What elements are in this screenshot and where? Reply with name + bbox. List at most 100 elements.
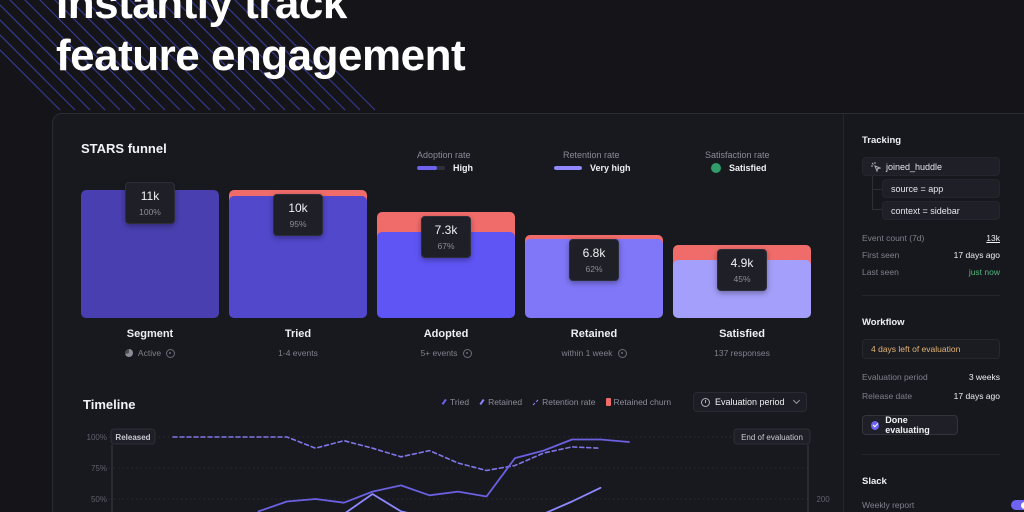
- stage-subtitle: within 1 week: [525, 348, 663, 358]
- dashed-line-icon: [532, 399, 539, 405]
- stage-count: 4.9k: [730, 256, 754, 271]
- stage-name: Retained: [570, 328, 618, 340]
- event-name: joined_huddle: [886, 161, 943, 172]
- pie-icon: [124, 349, 133, 357]
- y-tick-label: 100%: [87, 433, 107, 442]
- tree-connector: [872, 176, 882, 210]
- hero-line-1: Instantly track: [56, 0, 347, 28]
- stage-subtitle-text: 1-4 events: [278, 348, 318, 358]
- metric-value: High: [453, 163, 473, 173]
- metric-label: Adoption rate: [417, 150, 471, 160]
- end-of-evaluation-marker: [733, 428, 811, 445]
- stage-subtitle: 137 responses: [673, 348, 811, 358]
- done-evaluating-button[interactable]: Done evaluating: [862, 415, 958, 435]
- legend-item-retention-rate[interactable]: Retention rate: [532, 397, 596, 407]
- stat-first-seen: First seen 17 days ago: [862, 250, 1000, 260]
- event-property[interactable]: source = app: [882, 179, 1000, 198]
- released-marker: [110, 428, 156, 445]
- legend-item-retained-churn[interactable]: Retained churn: [605, 397, 671, 407]
- funnel-count-tooltip: 10k 95%: [273, 194, 323, 236]
- y-tick-label: 75%: [91, 464, 107, 473]
- event-property[interactable]: context = sidebar: [882, 201, 1000, 220]
- right-axis-tick-label: 200: [816, 495, 830, 504]
- funnel-count-tooltip: 4.9k 45%: [717, 249, 767, 292]
- funnel-count-tooltip: 11k 100%: [125, 182, 175, 224]
- hero-headline: Instantly track feature engagement: [56, 0, 466, 82]
- stat-release-date: Release date 17 days ago: [862, 391, 1000, 401]
- stage-count: 10k: [288, 201, 308, 215]
- funnel-stage-adopted[interactable]: 7.3k 67% Adopted 5+ events: [377, 114, 515, 374]
- smile-icon: [711, 163, 721, 173]
- decorative-stripes: [0, 0, 376, 111]
- stage-percent: 62%: [585, 263, 603, 274]
- stage-subtitle-text: 5+ events: [420, 348, 458, 358]
- stage-subtitle-text: within 1 week: [561, 348, 613, 358]
- check-circle-icon: [871, 420, 880, 430]
- stage-subtitle: 1-4 events: [229, 348, 367, 358]
- square-icon: [605, 398, 611, 406]
- event-count-link[interactable]: 13k: [986, 233, 1000, 243]
- tracking-title: Tracking: [862, 135, 902, 146]
- stage-name: Adopted: [423, 328, 469, 340]
- stat-evaluation-period: Evaluation period 3 weeks: [862, 372, 1000, 382]
- weekly-report-toggle[interactable]: [1011, 500, 1024, 510]
- funnel-stage-satisfied[interactable]: 4.9k 45% Satisfied 137 responses: [673, 114, 811, 374]
- metric-value: Very high: [590, 163, 631, 173]
- funnel-stage-tried[interactable]: 10k 95% Tried 1-4 events: [229, 114, 367, 374]
- end-of-evaluation-label: End of evaluation: [741, 433, 803, 442]
- stat-event-count: Event count (7d) 13k: [862, 233, 1000, 243]
- metric-label: Satisfaction rate: [705, 150, 770, 160]
- funnel-stage-segment[interactable]: 11k 100% Segment Active: [81, 114, 219, 374]
- period-select-label: Evaluation period: [715, 397, 785, 407]
- series-line-retention-rate: [172, 436, 602, 472]
- series-line-tried: [257, 438, 630, 512]
- stage-subtitle-text: 137 responses: [714, 348, 770, 358]
- adoption-rate-bar: [417, 166, 445, 170]
- metric-label: Retention rate: [563, 150, 620, 160]
- tracked-event[interactable]: joined_huddle: [862, 157, 1000, 176]
- stage-percent: 45%: [733, 274, 751, 285]
- stage-subtitle: 5+ events: [377, 348, 515, 358]
- funnel-count-tooltip: 7.3k 67%: [421, 215, 471, 258]
- legend-item-tried[interactable]: Tried: [441, 397, 469, 407]
- stage-percent: 100%: [139, 207, 161, 217]
- stage-percent: 95%: [289, 219, 307, 229]
- timeline-legend: Tried Retained Retention rate Retained c…: [441, 397, 671, 407]
- timeline-title: Timeline: [83, 397, 136, 412]
- sidebar: Tracking joined_huddle source = app cont…: [843, 114, 1024, 512]
- legend-item-retained[interactable]: Retained: [479, 397, 522, 407]
- funnel-stage-retained[interactable]: 6.8k 62% Retained within 1 week: [525, 114, 663, 374]
- workflow-title: Workflow: [862, 317, 905, 328]
- retention-rate-bar: [554, 166, 582, 170]
- stage-percent: 67%: [437, 240, 455, 251]
- stage-name: Satisfied: [719, 328, 765, 340]
- solid-line-icon: [441, 399, 447, 405]
- stage-name: Segment: [126, 328, 174, 340]
- app-window: STARS funnel Adoption rate High Retentio…: [52, 113, 1024, 512]
- y-tick-label: 50%: [91, 495, 107, 504]
- metric-satisfaction-rate: Satisfaction rate Satisfied: [705, 150, 770, 173]
- period-select[interactable]: Evaluation period: [693, 392, 807, 412]
- solid-line-icon: [479, 398, 485, 406]
- stage-settings-icon[interactable]: [462, 348, 472, 358]
- stat-last-seen: Last seen just now: [862, 267, 1000, 277]
- stage-count: 6.8k: [582, 245, 606, 260]
- stage-count: 7.3k: [434, 222, 458, 237]
- funnel-count-tooltip: 6.8k 62%: [569, 238, 619, 281]
- stage-subtitle-text: Active: [137, 348, 162, 358]
- weekly-report-row: Weekly report: [862, 500, 915, 510]
- slack-title: Slack: [862, 476, 887, 487]
- stage-settings-icon[interactable]: [166, 348, 176, 358]
- metric-value: Satisfied: [729, 163, 767, 173]
- cursor-click-icon: [871, 161, 881, 172]
- stage-count: 11k: [140, 189, 160, 203]
- series-line-retained: [345, 486, 602, 512]
- evaluation-notice: 4 days left of evaluation: [862, 339, 1000, 359]
- metric-adoption-rate: Adoption rate High: [417, 150, 473, 173]
- metric-retention-rate: Retention rate Very high: [554, 150, 631, 173]
- stage-name: Tried: [284, 328, 312, 340]
- stage-settings-icon[interactable]: [617, 348, 627, 358]
- timeline-chart: 100% 75% 50% 200 Released End of evaluation: [87, 428, 830, 512]
- released-label: Released: [115, 433, 150, 442]
